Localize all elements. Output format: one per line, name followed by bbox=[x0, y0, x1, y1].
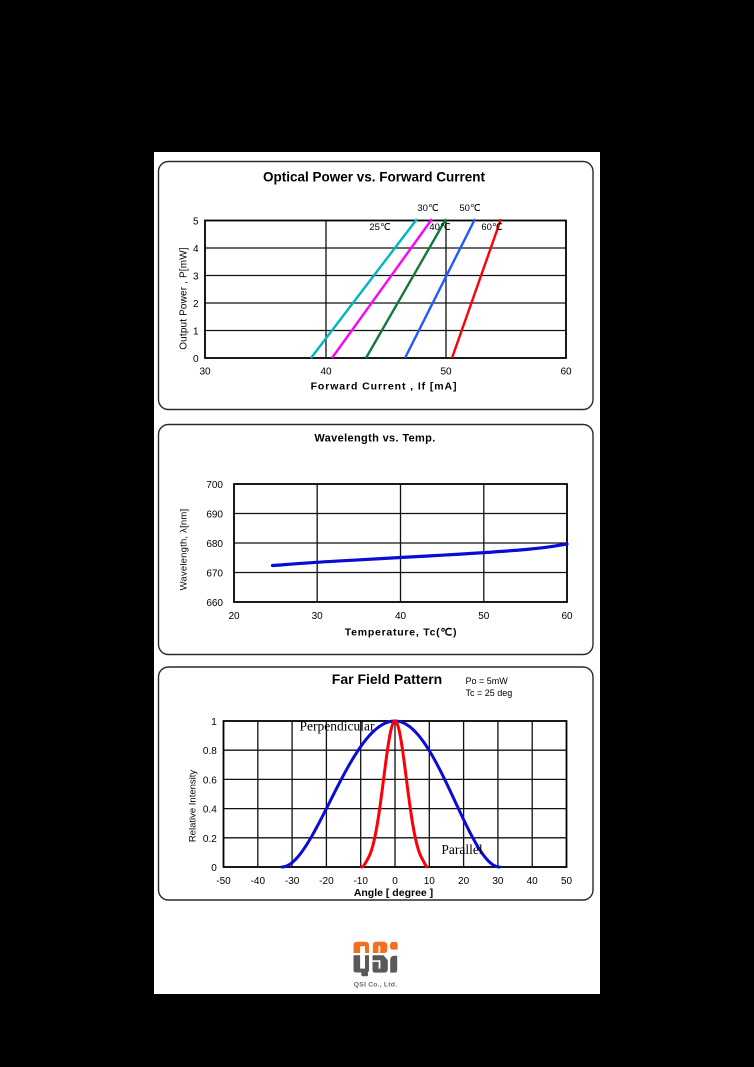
svg-text:40: 40 bbox=[395, 611, 407, 622]
svg-text:-50: -50 bbox=[216, 876, 231, 887]
svg-text:0.6: 0.6 bbox=[203, 775, 217, 786]
svg-text:40: 40 bbox=[527, 876, 539, 887]
svg-text:50: 50 bbox=[478, 611, 490, 622]
svg-text:30℃: 30℃ bbox=[417, 203, 439, 214]
svg-text:0: 0 bbox=[211, 863, 217, 874]
svg-text:Perpendicular: Perpendicular bbox=[300, 719, 375, 734]
svg-text:Forward Current , If [mA]: Forward Current , If [mA] bbox=[311, 381, 458, 393]
svg-text:5: 5 bbox=[193, 217, 199, 228]
svg-text:3: 3 bbox=[193, 272, 199, 283]
svg-text:Optical Power vs. Forward Curr: Optical Power vs. Forward Current bbox=[263, 170, 486, 185]
svg-text:Wavelength, λ[nm]: Wavelength, λ[nm] bbox=[178, 509, 189, 591]
svg-text:30: 30 bbox=[312, 611, 324, 622]
svg-text:60: 60 bbox=[561, 611, 573, 622]
svg-text:0.4: 0.4 bbox=[203, 805, 217, 816]
svg-text:0.2: 0.2 bbox=[203, 834, 217, 845]
svg-text:Angle [ degree ]: Angle [ degree ] bbox=[354, 887, 433, 899]
svg-text:40: 40 bbox=[320, 366, 332, 377]
svg-text:4: 4 bbox=[193, 244, 199, 255]
svg-text:0.8: 0.8 bbox=[203, 746, 217, 757]
svg-text:20: 20 bbox=[228, 611, 240, 622]
svg-text:Wavelength vs. Temp.: Wavelength vs. Temp. bbox=[314, 433, 435, 445]
svg-text:1: 1 bbox=[193, 327, 199, 338]
svg-text:Far Field Pattern: Far Field Pattern bbox=[332, 671, 442, 687]
svg-text:60: 60 bbox=[560, 366, 572, 377]
svg-text:700: 700 bbox=[206, 480, 223, 491]
svg-text:-20: -20 bbox=[319, 876, 334, 887]
svg-text:QSI Co., Ltd.: QSI Co., Ltd. bbox=[354, 982, 397, 989]
svg-text:1: 1 bbox=[211, 717, 217, 728]
svg-text:50: 50 bbox=[561, 876, 573, 887]
svg-text:680: 680 bbox=[206, 539, 223, 550]
svg-text:Relative Intensity: Relative Intensity bbox=[187, 770, 198, 843]
svg-text:Parallel: Parallel bbox=[441, 842, 482, 857]
svg-text:50℃: 50℃ bbox=[459, 203, 481, 214]
svg-text:25℃: 25℃ bbox=[369, 222, 391, 233]
svg-text:670: 670 bbox=[206, 569, 223, 580]
svg-text:Temperature, Tc(℃): Temperature, Tc(℃) bbox=[345, 627, 457, 639]
svg-text:660: 660 bbox=[206, 598, 223, 609]
svg-text:20: 20 bbox=[458, 876, 470, 887]
svg-text:0: 0 bbox=[193, 354, 199, 365]
svg-text:-40: -40 bbox=[251, 876, 266, 887]
svg-text:50: 50 bbox=[440, 366, 452, 377]
svg-text:40℃: 40℃ bbox=[429, 222, 451, 233]
svg-text:0: 0 bbox=[392, 876, 398, 887]
svg-text:30: 30 bbox=[492, 876, 504, 887]
svg-text:-10: -10 bbox=[353, 876, 368, 887]
svg-text:30: 30 bbox=[199, 366, 211, 377]
svg-text:Tc = 25 deg: Tc = 25 deg bbox=[466, 688, 513, 698]
svg-text:Output Power , P[mW]: Output Power , P[mW] bbox=[178, 247, 189, 350]
svg-text:10: 10 bbox=[424, 876, 436, 887]
svg-text:Po = 5mW: Po = 5mW bbox=[466, 676, 509, 686]
svg-text:60℃: 60℃ bbox=[481, 222, 503, 233]
svg-text:-30: -30 bbox=[285, 876, 300, 887]
svg-text:2: 2 bbox=[193, 299, 199, 310]
svg-text:690: 690 bbox=[206, 510, 223, 521]
